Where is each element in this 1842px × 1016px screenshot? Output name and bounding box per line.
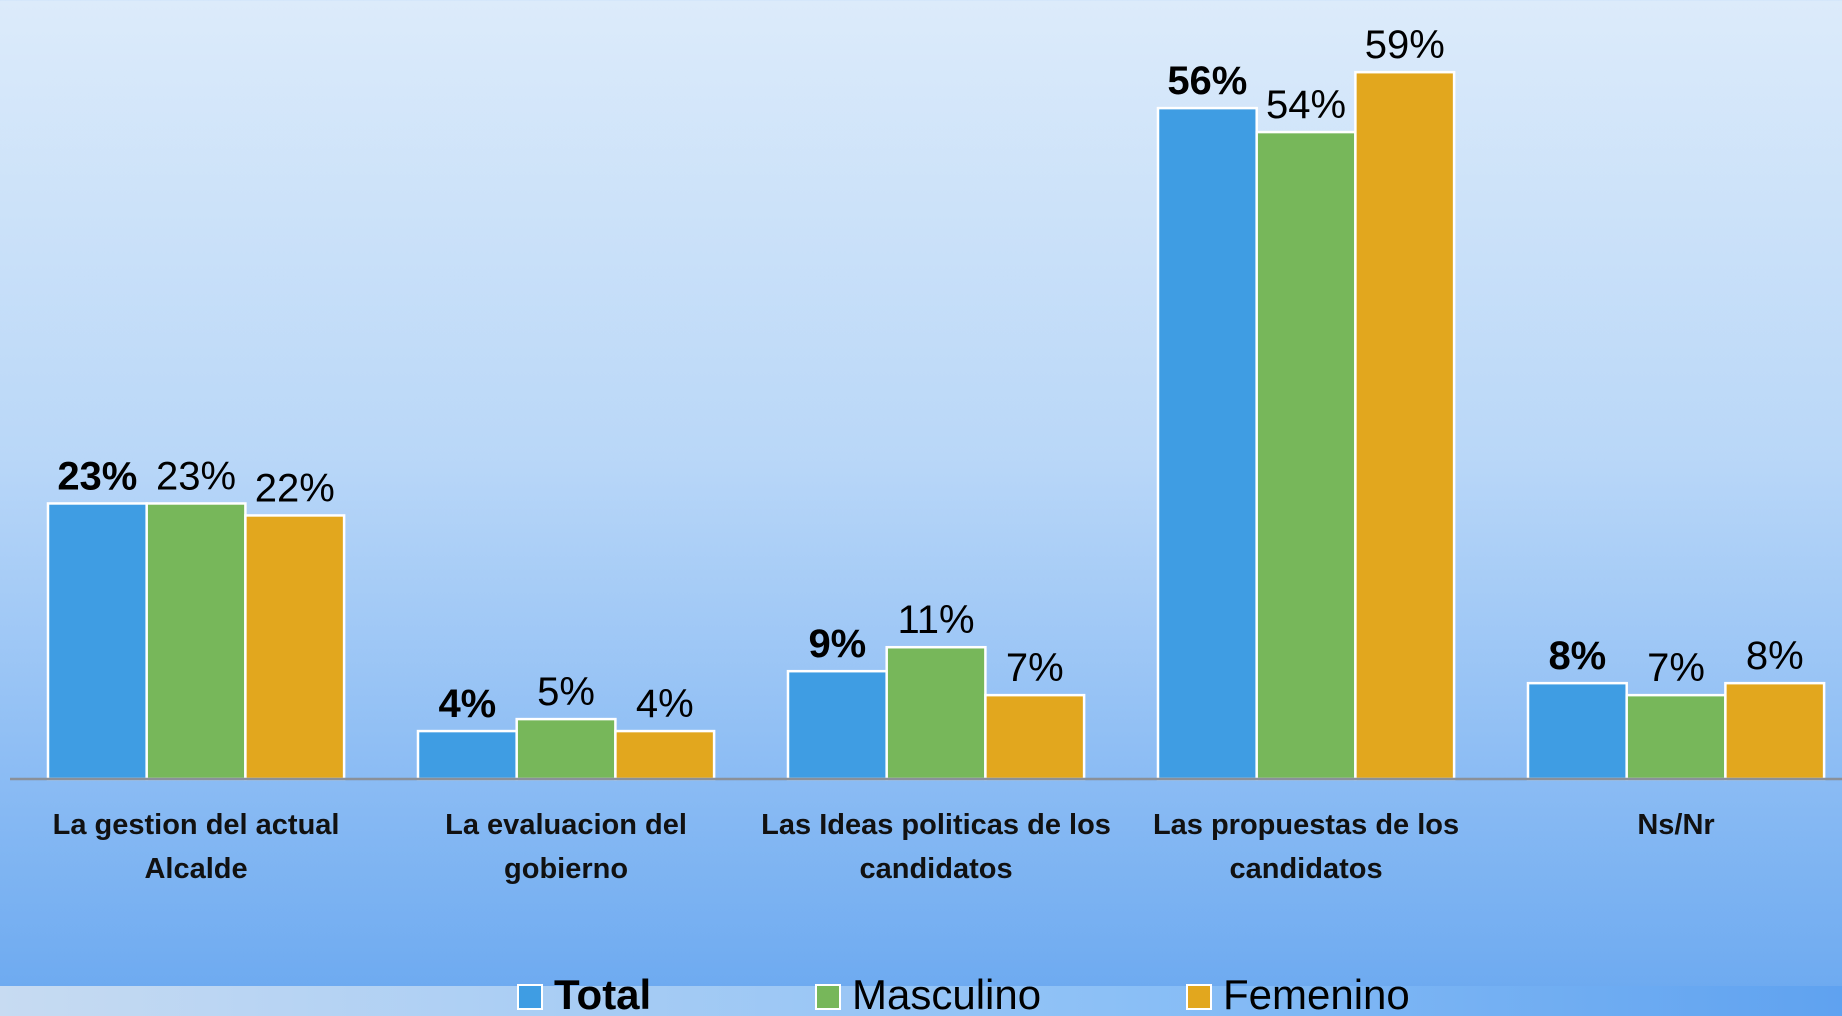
value-label: 22% — [255, 466, 335, 510]
legend-label: Masculino — [852, 971, 1041, 1016]
bar — [145, 502, 247, 781]
category-label: Las propuestas de los candidatos — [1152, 809, 1460, 885]
value-label: 23% — [57, 454, 137, 498]
bar — [885, 645, 987, 781]
legend-label: Total — [554, 971, 651, 1016]
value-label: 54% — [1266, 83, 1346, 127]
value-label: 4% — [438, 682, 496, 726]
legend-swatch — [517, 984, 543, 1010]
bar — [1354, 70, 1456, 781]
bar — [786, 669, 888, 781]
value-label: 59% — [1365, 23, 1445, 67]
value-label: 7% — [1647, 646, 1705, 690]
value-label: 7% — [1006, 646, 1064, 690]
legend-label: Femenino — [1223, 971, 1410, 1016]
value-label: 8% — [1746, 634, 1804, 678]
category-label: La gestion del actual Alcalde — [52, 809, 340, 885]
bar — [1156, 106, 1258, 781]
category-label: Las Ideas politicas de los candidatos — [761, 809, 1111, 885]
bar — [984, 693, 1086, 781]
value-label: 23% — [156, 454, 236, 498]
bar — [1526, 681, 1628, 781]
value-label: 9% — [808, 622, 866, 666]
bar — [1625, 693, 1727, 781]
bar — [614, 729, 716, 781]
bar — [1724, 681, 1826, 781]
bar — [46, 502, 148, 781]
legend-swatch — [815, 984, 841, 1010]
value-label: 11% — [898, 598, 975, 642]
bar — [1255, 130, 1357, 781]
footer-strip — [0, 986, 1842, 1016]
legend-swatch — [1186, 984, 1212, 1010]
bar — [244, 514, 346, 781]
value-label: 8% — [1548, 634, 1606, 678]
bar — [515, 717, 617, 781]
value-label: 4% — [636, 682, 694, 726]
category-label: Ns/Nr — [1637, 809, 1715, 841]
value-label: 56% — [1167, 59, 1247, 103]
value-label: 5% — [537, 670, 595, 714]
category-label: La evaluacion del gobierno — [445, 809, 687, 885]
bar — [416, 729, 518, 781]
